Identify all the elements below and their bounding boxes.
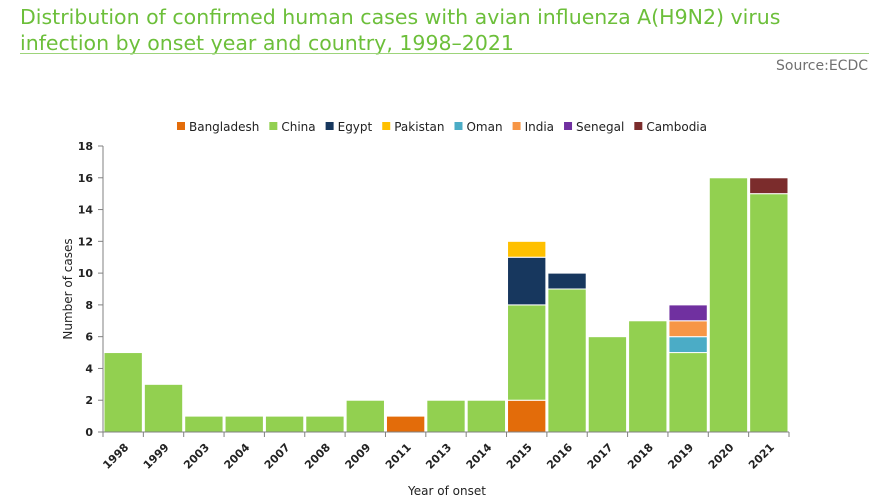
bar-segment-2015-egypt: [507, 256, 547, 306]
y-tick-label: 14: [78, 204, 94, 217]
bar-segment-2015-bangladesh: [507, 399, 547, 433]
y-tick-label: 18: [78, 140, 93, 153]
bar-segment-2014-china: [466, 399, 507, 433]
bar-segment-2021-china: [749, 193, 789, 433]
bar-segment-2011-bangladesh: [385, 415, 426, 433]
bar-segment-1999-china: [143, 383, 184, 433]
bar-segment-2019-oman: [668, 336, 708, 354]
bar-segment-2013-china: [426, 399, 466, 433]
x-tick-label: 2014: [464, 441, 495, 472]
bar-segment-1998-china: [103, 352, 143, 433]
x-tick-label: 2021: [746, 441, 777, 472]
bar-segment-2004-china: [224, 415, 264, 433]
bar-segment-2020-china: [708, 177, 749, 433]
bar-segment-2021-cambodia: [749, 177, 789, 195]
legend-label-senegal: Senegal: [576, 120, 624, 134]
y-tick-label: 8: [85, 299, 93, 312]
legend-swatch-india: [512, 122, 521, 130]
legend-label-china: China: [281, 120, 315, 134]
x-axis-title: Year of onset: [407, 484, 486, 498]
bar-segment-2019-india: [668, 320, 708, 338]
y-tick-label: 10: [78, 267, 94, 280]
legend-label-bangladesh: Bangladesh: [189, 120, 259, 134]
y-tick-label: 12: [78, 235, 93, 248]
bar-segment-2016-china: [547, 288, 587, 433]
x-tick-label: 1998: [100, 441, 131, 472]
y-tick-label: 6: [85, 331, 93, 344]
legend-swatch-pakistan: [382, 122, 391, 130]
x-tick-label: 2013: [423, 441, 454, 472]
x-tick-label: 2017: [585, 441, 616, 472]
y-axis-title: Number of cases: [61, 238, 75, 339]
y-tick-label: 16: [78, 172, 94, 185]
x-tick-label: 2015: [504, 441, 535, 472]
x-tick-label: 2016: [544, 441, 575, 472]
y-tick-label: 2: [85, 394, 93, 407]
legend-swatch-senegal: [564, 122, 573, 130]
legend-swatch-egypt: [325, 122, 334, 130]
legend-label-pakistan: Pakistan: [394, 120, 444, 134]
x-tick-label: 2003: [181, 441, 212, 472]
bar-segment-2016-egypt: [547, 272, 587, 290]
legend-swatch-bangladesh: [176, 122, 185, 130]
x-tick-label: 2004: [222, 441, 253, 472]
legend-label-oman: Oman: [466, 120, 502, 134]
bar-segment-2007-china: [264, 415, 305, 433]
bar-segment-2015-pakistan: [507, 240, 547, 258]
y-tick-label: 4: [85, 362, 93, 375]
x-tick-label: 2009: [343, 441, 374, 472]
source-label: Source:ECDC: [776, 58, 868, 74]
chart-legend: Bangladesh China Egypt Pakistan Oman India Sen…: [176, 120, 707, 134]
bar-segment-2015-china: [507, 304, 547, 401]
bar-segment-2019-senegal: [668, 304, 708, 322]
legend-label-cambodia: Cambodia: [646, 120, 707, 134]
x-tick-label: 1999: [141, 441, 172, 472]
bar-segment-2018-china: [628, 320, 668, 433]
legend-swatch-cambodia: [634, 122, 643, 130]
x-tick-label: 2007: [262, 441, 293, 472]
x-tick-label: 2018: [625, 441, 656, 472]
bar-stacks: [103, 177, 789, 433]
legend-swatch-china: [269, 122, 278, 130]
bar-segment-2017-china: [587, 336, 628, 433]
page-title: Distribution of confirmed human cases wi…: [20, 5, 781, 55]
legend-swatch-oman: [454, 122, 463, 130]
bar-segment-2008-china: [305, 415, 345, 433]
title-divider: [20, 53, 869, 54]
y-tick-label: 0: [85, 426, 93, 439]
x-tick-label: 2019: [665, 441, 696, 472]
bar-segment-2003-china: [184, 415, 224, 433]
x-tick-label: 2020: [706, 441, 737, 472]
legend-label-india: India: [525, 120, 554, 134]
bar-segment-2009-china: [345, 399, 385, 433]
legend-label-egypt: Egypt: [338, 120, 373, 134]
bar-segment-2019-china: [668, 352, 708, 433]
x-tick-label: 2011: [383, 441, 414, 472]
x-tick-label: 2008: [302, 441, 333, 472]
